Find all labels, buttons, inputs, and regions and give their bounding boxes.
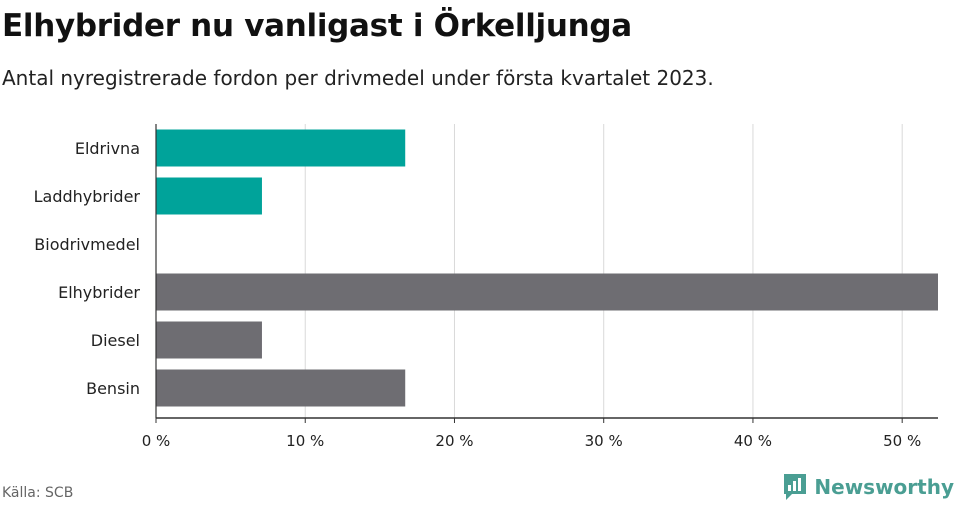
category-label-0: Eldrivna (75, 139, 140, 158)
bar-5 (156, 369, 406, 407)
brand-name: Newsworthy (814, 475, 954, 499)
category-label-5: Bensin (86, 379, 140, 398)
bar-3 (156, 273, 938, 311)
chart-subtitle: Antal nyregistrerade fordon per drivmede… (2, 66, 714, 90)
x-tick-label-3: 30 % (585, 432, 623, 450)
brand-logo: Newsworthy (782, 473, 954, 501)
x-tick-label-2: 20 % (435, 432, 473, 450)
x-tick-label-4: 40 % (734, 432, 772, 450)
chart-title: Elhybrider nu vanligast i Örkelljunga (2, 8, 632, 44)
category-label-1: Laddhybrider (34, 187, 141, 206)
bar-chart-logo-icon (784, 474, 807, 500)
category-label-4: Diesel (91, 331, 140, 350)
bar-1 (156, 177, 262, 215)
category-label-2: Biodrivmedel (34, 235, 140, 254)
x-tick-label-1: 10 % (286, 432, 324, 450)
x-tick-label-0: 0 % (142, 432, 171, 450)
bar-chart: Eldrivna Laddhybrider Biodrivmedel Elhybrid… (34, 124, 938, 450)
x-tick-label-5: 50 % (883, 432, 921, 450)
category-label-3: Elhybrider (58, 283, 140, 302)
bar-4 (156, 321, 262, 359)
bar-0 (156, 129, 406, 167)
source-note: Källa: SCB (2, 485, 74, 501)
